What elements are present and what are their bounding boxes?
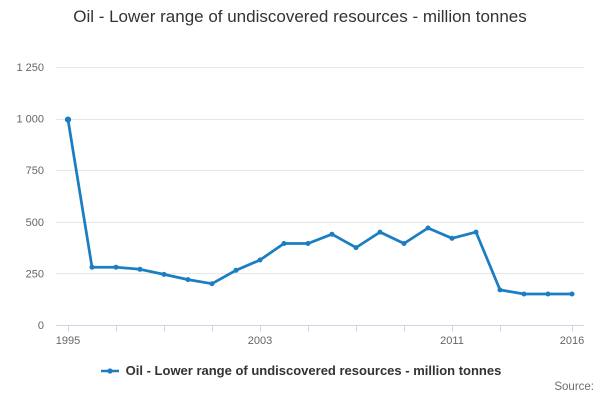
data-point	[497, 287, 503, 293]
svg-text:1 250: 1 250	[16, 62, 44, 74]
legend: Oil - Lower range of undiscovered resour…	[0, 363, 600, 378]
svg-text:2003: 2003	[248, 335, 272, 347]
data-point	[185, 277, 191, 283]
data-point	[113, 264, 119, 270]
line-chart: 0 250 500 750 1 000 1 250 1995 2003 2011 2016	[16, 62, 584, 347]
data-point	[233, 267, 239, 273]
data-point	[401, 241, 407, 246]
data-point	[473, 229, 479, 235]
svg-text:250: 250	[26, 268, 44, 280]
data-point	[64, 116, 72, 123]
data-point	[545, 291, 551, 297]
y-axis-labels: 0 250 500 750 1 000 1 250	[16, 62, 44, 332]
legend-label: Oil - Lower range of undiscovered resour…	[125, 363, 502, 378]
svg-text:1995: 1995	[56, 335, 80, 347]
data-point	[425, 225, 431, 231]
svg-text:500: 500	[26, 217, 44, 229]
legend-item[interactable]: Oil - Lower range of undiscovered resour…	[99, 363, 502, 378]
data-point	[281, 241, 287, 246]
series-line-marker-icon	[100, 367, 119, 374]
source-label: Source:	[554, 381, 594, 393]
series-line	[66, 118, 574, 296]
data-point	[377, 229, 383, 235]
x-axis	[56, 325, 584, 332]
svg-text:0: 0	[38, 320, 44, 332]
chart-title: Oil - Lower range of undiscovered resour…	[73, 7, 527, 26]
data-point	[209, 281, 215, 287]
data-point	[137, 266, 143, 272]
data-point	[161, 271, 167, 277]
series-markers	[64, 116, 575, 297]
svg-text:1 000: 1 000	[16, 114, 44, 126]
data-point	[569, 291, 575, 297]
data-point	[89, 264, 95, 270]
data-point	[353, 245, 359, 251]
svg-text:750: 750	[26, 165, 44, 177]
data-point	[329, 231, 335, 237]
svg-text:2011: 2011	[440, 335, 464, 347]
data-point	[305, 241, 311, 246]
y-gridlines	[56, 67, 584, 274]
data-point	[521, 291, 527, 297]
data-point	[257, 257, 263, 263]
svg-text:2016: 2016	[560, 335, 584, 347]
data-point	[449, 235, 455, 241]
x-axis-labels: 1995 2003 2011 2016	[56, 335, 584, 347]
